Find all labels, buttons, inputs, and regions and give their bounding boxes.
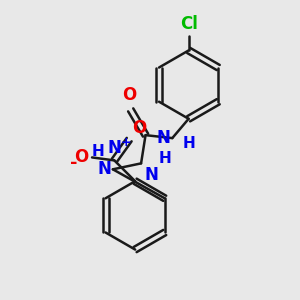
Text: H: H xyxy=(159,152,172,166)
Text: O: O xyxy=(74,148,88,166)
Text: H: H xyxy=(183,136,195,151)
Text: +: + xyxy=(121,136,131,149)
Text: -: - xyxy=(70,154,77,172)
Text: N: N xyxy=(98,160,111,178)
Text: N: N xyxy=(145,166,158,184)
Text: H: H xyxy=(92,144,104,159)
Text: O: O xyxy=(132,118,146,136)
Text: N: N xyxy=(157,129,171,147)
Text: N: N xyxy=(107,139,121,157)
Text: O: O xyxy=(122,86,136,104)
Text: Cl: Cl xyxy=(180,15,198,33)
